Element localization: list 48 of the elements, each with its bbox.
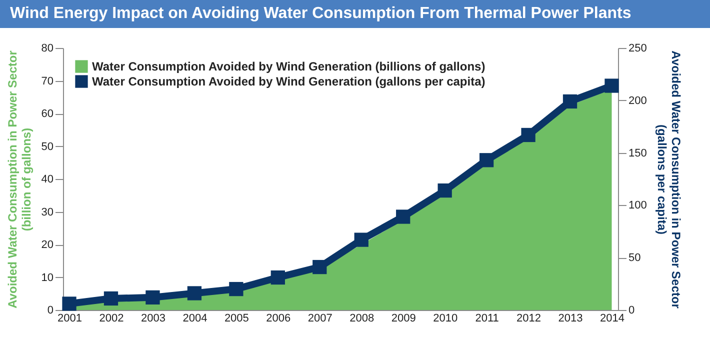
y-tick-label: 30 xyxy=(41,206,54,218)
x-tick-label: 2009 xyxy=(391,312,416,324)
point xyxy=(187,286,202,300)
legend-label: Water Consumption Avoided by Wind Generation (gallons per capita) xyxy=(92,74,486,88)
y-tick-label: 80 xyxy=(41,42,54,54)
x-tick-label: 2004 xyxy=(182,312,208,324)
x-tick-label: 2005 xyxy=(224,312,249,324)
x-tick-label: 2011 xyxy=(475,312,499,324)
y-tick-label: 60 xyxy=(41,108,54,120)
x-tick-label: 2007 xyxy=(308,312,332,324)
x-tick-label: 2012 xyxy=(516,312,542,324)
x-tick-label: 2010 xyxy=(433,312,458,324)
x-tick-label: 2014 xyxy=(600,312,624,324)
y2-tick-label: 50 xyxy=(628,252,641,264)
point xyxy=(479,153,494,168)
legend-label: Water Consumption Avoided by Wind Generation (billions of gallons) xyxy=(92,60,486,74)
x-tick-label: 2006 xyxy=(266,312,291,324)
point xyxy=(521,128,536,142)
y2-tick-label: 200 xyxy=(628,94,647,107)
point xyxy=(146,290,160,304)
point xyxy=(270,270,285,285)
point xyxy=(104,291,118,306)
y-tick-label: 40 xyxy=(41,174,54,186)
point xyxy=(229,282,244,296)
y2-tick-label: 250 xyxy=(628,42,647,54)
point xyxy=(354,232,368,247)
x-tick-label: 2002 xyxy=(99,312,124,324)
x-tick-label: 2003 xyxy=(140,312,166,324)
point xyxy=(438,183,452,198)
y2-tick-label: 150 xyxy=(628,147,647,160)
x-tick-label: 2008 xyxy=(350,312,374,324)
point xyxy=(62,296,76,311)
y-tick-label: 20 xyxy=(41,239,54,251)
y2-tick-label: 0 xyxy=(628,304,635,316)
x-tick-label: 2013 xyxy=(558,312,583,324)
y-tick-label: 70 xyxy=(41,75,54,88)
y2-tick-label: 100 xyxy=(628,200,647,212)
y-axis-title: Avoided Water Consumption in Power Sector (billion of gallons) xyxy=(5,50,34,308)
y2-axis-title: Avoided Water Consumption in Power Sector (gallons per capita) xyxy=(654,50,683,309)
point xyxy=(562,94,578,109)
point xyxy=(312,260,327,274)
point xyxy=(604,78,619,93)
y-tick-label: 0 xyxy=(47,304,54,316)
y-tick-label: 50 xyxy=(41,140,54,153)
chart-title: Wind Energy Impact on Avoiding Water Consumption From Thermal Power Plants xyxy=(0,0,710,28)
point xyxy=(396,210,410,224)
y-tick-label: 10 xyxy=(41,272,54,284)
x-tick-label: 2001 xyxy=(58,312,82,324)
